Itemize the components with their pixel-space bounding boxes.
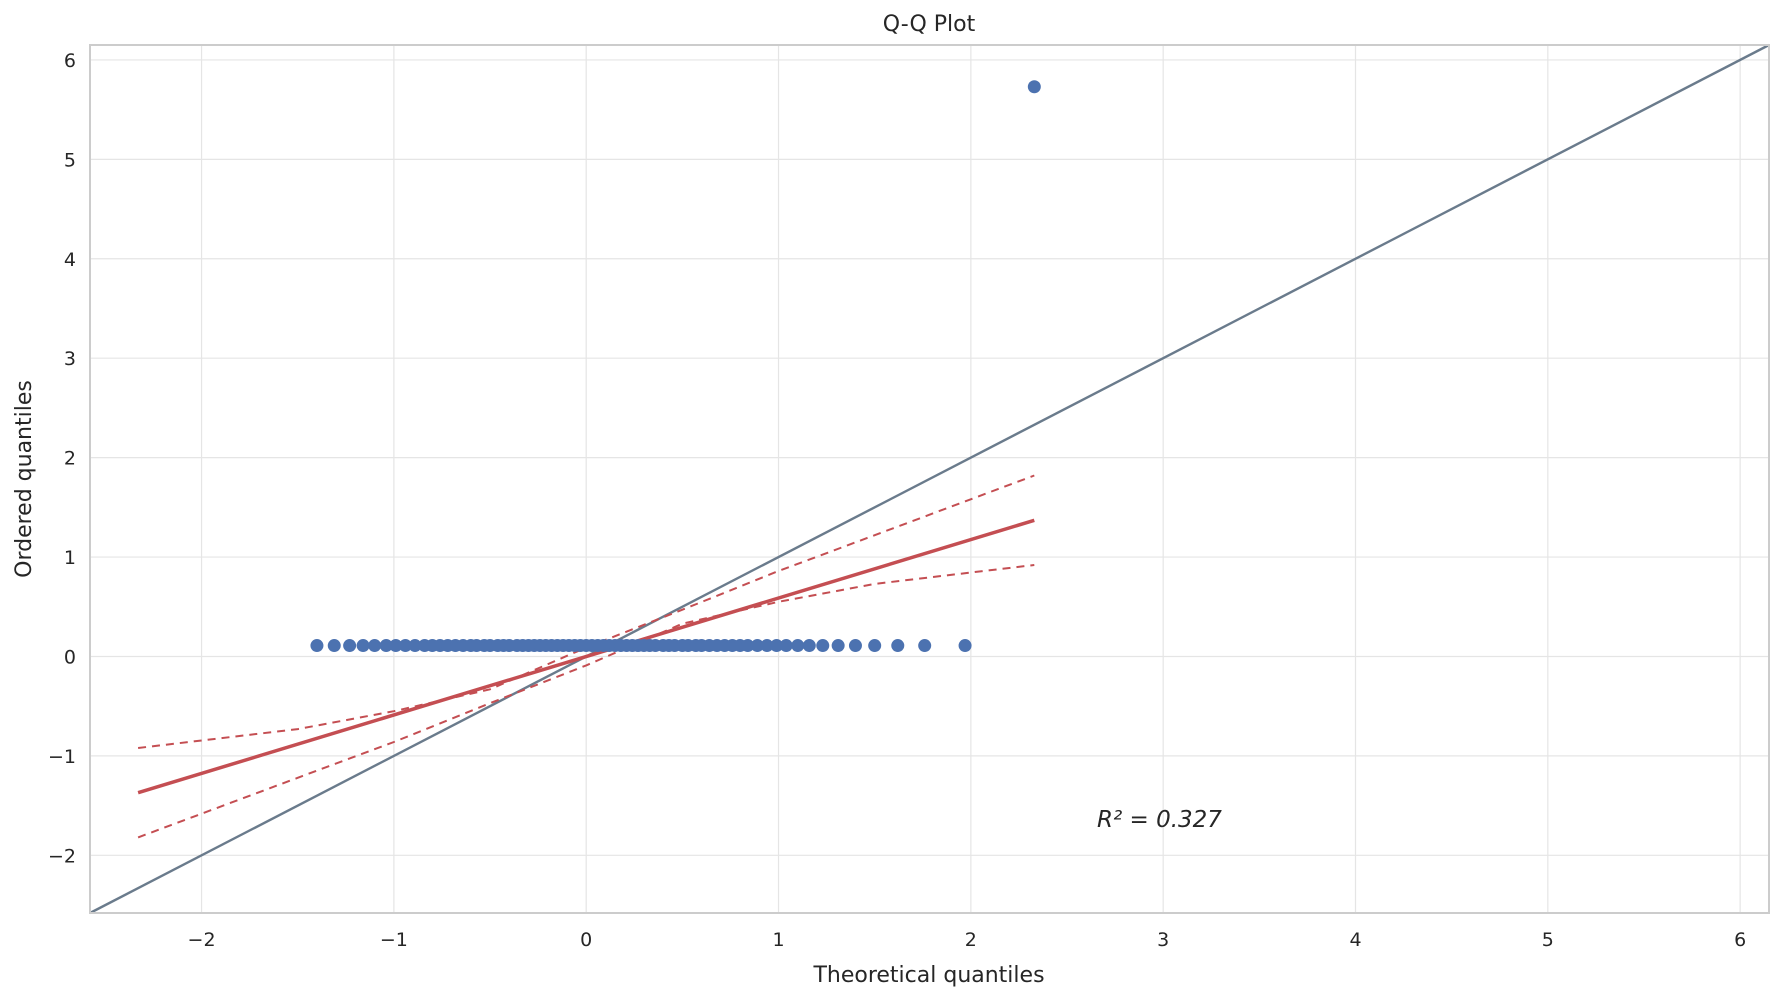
data-point	[408, 639, 422, 653]
plot-area	[89, 43, 1770, 915]
data-point	[368, 639, 382, 653]
data-point	[398, 639, 412, 653]
data-point	[343, 639, 357, 653]
y-tick-label: 2	[64, 448, 76, 470]
y-tick-label: 3	[64, 348, 76, 370]
fit-line-group	[137, 518, 1035, 795]
x-tick-label: −2	[188, 929, 216, 951]
x-tick-label: 6	[1734, 929, 1746, 951]
y-gridlines	[90, 59, 1769, 856]
data-point	[791, 639, 805, 653]
confidence-band-lower	[137, 564, 1035, 839]
plot-frame	[89, 44, 1770, 914]
y-tick-label: −2	[48, 845, 76, 867]
fit-line	[137, 518, 1035, 795]
data-point	[760, 639, 774, 653]
x-tick-labels: −2 −1 0 1 2 3 4 5 6	[188, 929, 1747, 951]
x-tick-label: 3	[1157, 929, 1169, 951]
confidence-band-lower-group	[137, 564, 1035, 839]
reference-line-group	[89, 43, 1770, 915]
x-tick-label: −1	[380, 929, 408, 951]
data-point	[1027, 80, 1041, 94]
x-tick-label: 0	[580, 929, 592, 951]
data-point	[389, 639, 403, 653]
data-point	[816, 639, 830, 653]
y-tick-label: 5	[64, 149, 76, 171]
data-point	[848, 639, 862, 653]
data-point	[868, 639, 882, 653]
data-point	[770, 639, 784, 653]
data-point	[831, 639, 845, 653]
x-tick-label: 2	[965, 929, 977, 951]
y-tick-label: 0	[64, 646, 76, 668]
data-point	[327, 639, 341, 653]
y-tick-labels: −2 −1 0 1 2 3 4 5 6	[48, 50, 76, 867]
reference-line	[89, 43, 1770, 915]
y-tick-label: 1	[64, 547, 76, 569]
r-squared-annotation: R² = 0.327	[1097, 807, 1222, 833]
x-tick-label: 4	[1349, 929, 1361, 951]
chart-title: Q-Q Plot	[883, 12, 976, 37]
x-tick-label: 1	[772, 929, 784, 951]
y-axis-label: Ordered quantiles	[12, 380, 37, 578]
y-tick-label: −1	[48, 746, 76, 768]
data-point	[891, 639, 905, 653]
x-tick-label: 5	[1542, 929, 1554, 951]
data-point	[750, 639, 764, 653]
data-point	[741, 639, 755, 653]
data-point	[958, 639, 972, 653]
data-point	[310, 639, 324, 653]
y-tick-label: 4	[64, 249, 76, 271]
x-axis-label: Theoretical quantiles	[812, 963, 1044, 988]
data-point	[356, 639, 370, 653]
data-point	[802, 639, 816, 653]
data-point	[918, 639, 932, 653]
data-point	[379, 639, 393, 653]
x-gridlines	[200, 45, 1741, 913]
data-points	[310, 80, 1041, 653]
y-tick-label: 6	[64, 50, 76, 72]
data-point	[779, 639, 793, 653]
